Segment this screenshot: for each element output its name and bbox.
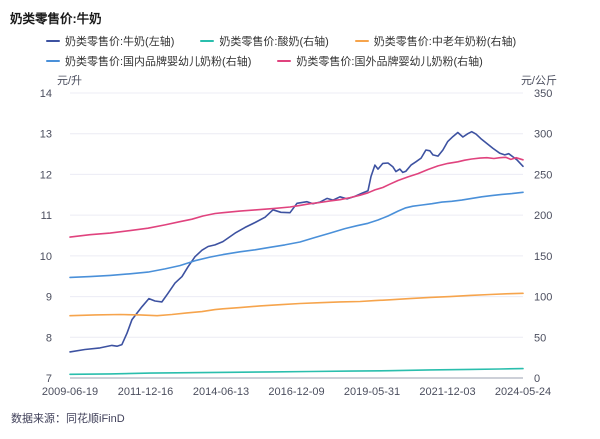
y-tick-label-right: 200 [534, 210, 552, 222]
x-tick-label: 2011-12-16 [118, 386, 173, 398]
legend-marker-icon [200, 39, 215, 43]
legend-item[interactable]: 奶类零售价:国内品牌婴幼儿奶粉(右轴) [46, 53, 251, 69]
legend-item-label: 奶类零售价:中老年奶粉(右轴) [373, 36, 517, 48]
y-tick-label-right: 50 [534, 332, 546, 344]
y-tick-label-right: 300 [534, 129, 552, 141]
legend-item-label: 奶类零售价:国内品牌婴幼儿奶粉(右轴) [65, 56, 252, 68]
y-tick-label-left: 13 [40, 129, 52, 141]
y-tick-label-right: 250 [534, 169, 552, 181]
legend-item[interactable]: 奶类零售价:酸奶(右轴) [200, 33, 329, 49]
legend-item-label: 奶类零售价:酸奶(右轴) [219, 36, 329, 48]
y-tick-label-right: 150 [534, 251, 552, 263]
y-tick-label-right: 100 [534, 292, 552, 304]
y-tick-label-left: 10 [40, 251, 52, 263]
chart-legend: 奶类零售价:牛奶(左轴) 奶类零售价:酸奶(右轴) 奶类零售价:中老年奶粉(右轴) 奶… [46, 33, 580, 73]
x-tick-label: 2014-06-13 [193, 386, 249, 398]
legend-marker-icon [46, 59, 60, 63]
series-line-3 [69, 191, 524, 279]
x-tick-label: 2016-12-09 [268, 386, 324, 398]
y-axis-unit-left: 元/升 [57, 74, 82, 87]
legend-item-label: 奶类零售价:牛奶(左轴) [65, 36, 175, 48]
x-tick-label: 2019-05-31 [344, 386, 400, 398]
y-tick-label-left: 9 [46, 292, 52, 304]
legend-marker-icon [277, 59, 292, 63]
x-tick-label: 2024-05-24 [495, 386, 551, 398]
y-tick-label-right: 350 [534, 88, 552, 100]
chart-title: 奶类零售价:牛奶 [10, 12, 102, 26]
y-tick-label-left: 8 [46, 332, 52, 344]
y-tick-label-left: 7 [46, 373, 52, 385]
data-source: 数据来源：同花顺iFinD [11, 413, 125, 425]
y-axis-unit-right: 元/公斤 [521, 74, 557, 87]
y-tick-label-right: 0 [534, 373, 540, 385]
legend-item[interactable]: 奶类零售价:牛奶(左轴) [46, 33, 174, 49]
y-tick-label-left: 14 [40, 88, 52, 100]
x-tick-label: 2009-06-19 [42, 386, 98, 398]
legend-item[interactable]: 奶类零售价:国外品牌婴幼儿奶粉(右轴) [277, 53, 483, 69]
legend-marker-icon [46, 39, 60, 43]
series-line-2 [69, 292, 524, 317]
legend-item-label: 奶类零售价:国外品牌婴幼儿奶粉(右轴) [296, 56, 483, 68]
series-line-1 [69, 367, 524, 376]
legend-marker-icon [354, 39, 369, 43]
y-tick-label-left: 12 [40, 169, 52, 181]
x-tick-label: 2021-12-03 [419, 386, 475, 398]
series-line-0 [69, 130, 524, 353]
y-tick-label-left: 11 [41, 210, 52, 222]
legend-item[interactable]: 奶类零售价:中老年奶粉(右轴) [354, 33, 517, 49]
series-line-4 [69, 156, 524, 238]
